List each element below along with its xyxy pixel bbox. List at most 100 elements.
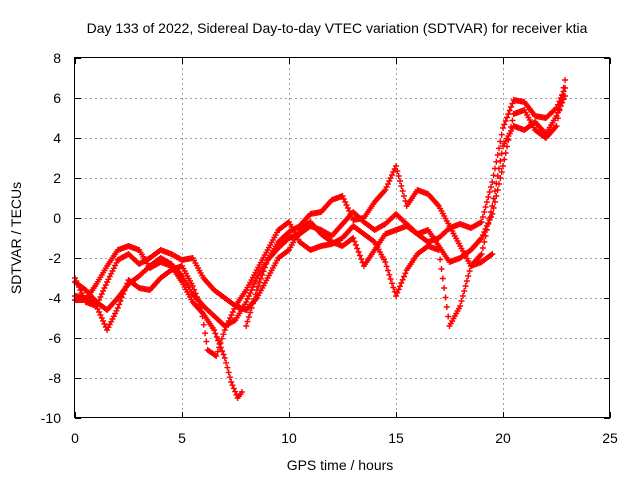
data-point (492, 199, 498, 205)
data-point (192, 290, 199, 297)
data-point (488, 184, 494, 190)
data-point (458, 298, 465, 304)
data-point (389, 280, 395, 287)
data-point (393, 293, 399, 299)
data-point (232, 388, 239, 395)
data-point (559, 92, 566, 99)
data-point (399, 188, 406, 194)
data-point (220, 351, 227, 358)
data-point (437, 256, 444, 263)
data-point (402, 270, 409, 277)
data-point (401, 193, 407, 199)
data-point (200, 321, 207, 328)
y-tick-label: 2 (53, 170, 61, 186)
y-axis-label: SDTVAR / TECUs (8, 182, 24, 294)
data-point (506, 130, 513, 137)
data-point (225, 369, 232, 376)
y-tick-label: 6 (53, 90, 61, 106)
data-point (238, 389, 245, 395)
data-point (485, 194, 492, 200)
data-point (493, 193, 500, 199)
data-point (556, 107, 563, 114)
data-point (350, 235, 357, 241)
chart-title: Day 133 of 2022, Sidereal Day-to-day VTE… (87, 20, 588, 36)
data-point (98, 315, 105, 321)
plot-frame (74, 57, 610, 418)
x-tick-label: 25 (602, 430, 618, 446)
data-point (508, 104, 514, 110)
data-point (229, 382, 236, 389)
data-point (502, 150, 509, 156)
x-tick-label: 15 (388, 430, 404, 446)
data-point (263, 260, 270, 267)
data-point (243, 323, 250, 329)
y-tick-label: -6 (49, 330, 62, 346)
data-point (215, 337, 222, 344)
data-point (355, 249, 362, 255)
data-point (219, 348, 226, 354)
data-point (457, 303, 464, 309)
data-point (560, 96, 567, 103)
data-point (387, 276, 394, 282)
data-point (398, 280, 405, 286)
data-point (102, 282, 109, 288)
data-point (560, 84, 567, 91)
data-point (553, 123, 560, 129)
data-point (399, 276, 406, 283)
data-point (463, 278, 470, 284)
data-point (117, 298, 124, 304)
data-point (257, 275, 264, 282)
data-point (191, 286, 198, 293)
data-point (226, 374, 233, 381)
data-point (506, 107, 513, 114)
data-point (203, 338, 210, 345)
data-point (244, 318, 251, 325)
data-point (260, 268, 267, 275)
data-point (504, 143, 510, 150)
data-point (496, 181, 502, 187)
data-point (490, 205, 497, 211)
data-point (489, 179, 496, 185)
data-point (98, 291, 105, 297)
data-point (216, 341, 223, 347)
data-point (505, 111, 512, 117)
x-tick-label: 0 (71, 430, 79, 446)
y-tick-label: -2 (49, 250, 62, 266)
x-tick-label: 20 (495, 430, 511, 446)
data-point (401, 273, 407, 280)
data-point (439, 275, 446, 282)
data-point (509, 117, 516, 124)
data-point (110, 313, 117, 320)
data-point (118, 294, 125, 301)
y-tick-label: 4 (53, 130, 61, 146)
data-point (398, 183, 405, 189)
data-point (501, 156, 508, 163)
data-point (110, 265, 117, 272)
data-point (394, 289, 401, 296)
data-point (498, 169, 505, 175)
data-point (494, 187, 501, 193)
data-point (486, 189, 493, 195)
x-tick-label: 10 (281, 430, 297, 446)
data-point (213, 334, 220, 340)
data-point (224, 364, 231, 371)
data-point (554, 115, 561, 122)
data-point (261, 264, 268, 271)
data-point (397, 283, 403, 290)
y-tick-label: -4 (49, 290, 62, 306)
data-point (195, 297, 202, 304)
y-tick-label: -10 (41, 410, 61, 426)
data-point (496, 145, 502, 152)
data-point (493, 158, 500, 165)
data-point (502, 118, 509, 124)
data-point (481, 239, 488, 245)
data-point (247, 309, 254, 316)
data-point (352, 242, 359, 248)
data-point (498, 131, 505, 138)
data-point (394, 168, 401, 174)
data-point (466, 268, 473, 274)
data-point (218, 335, 225, 342)
data-point (500, 163, 506, 169)
